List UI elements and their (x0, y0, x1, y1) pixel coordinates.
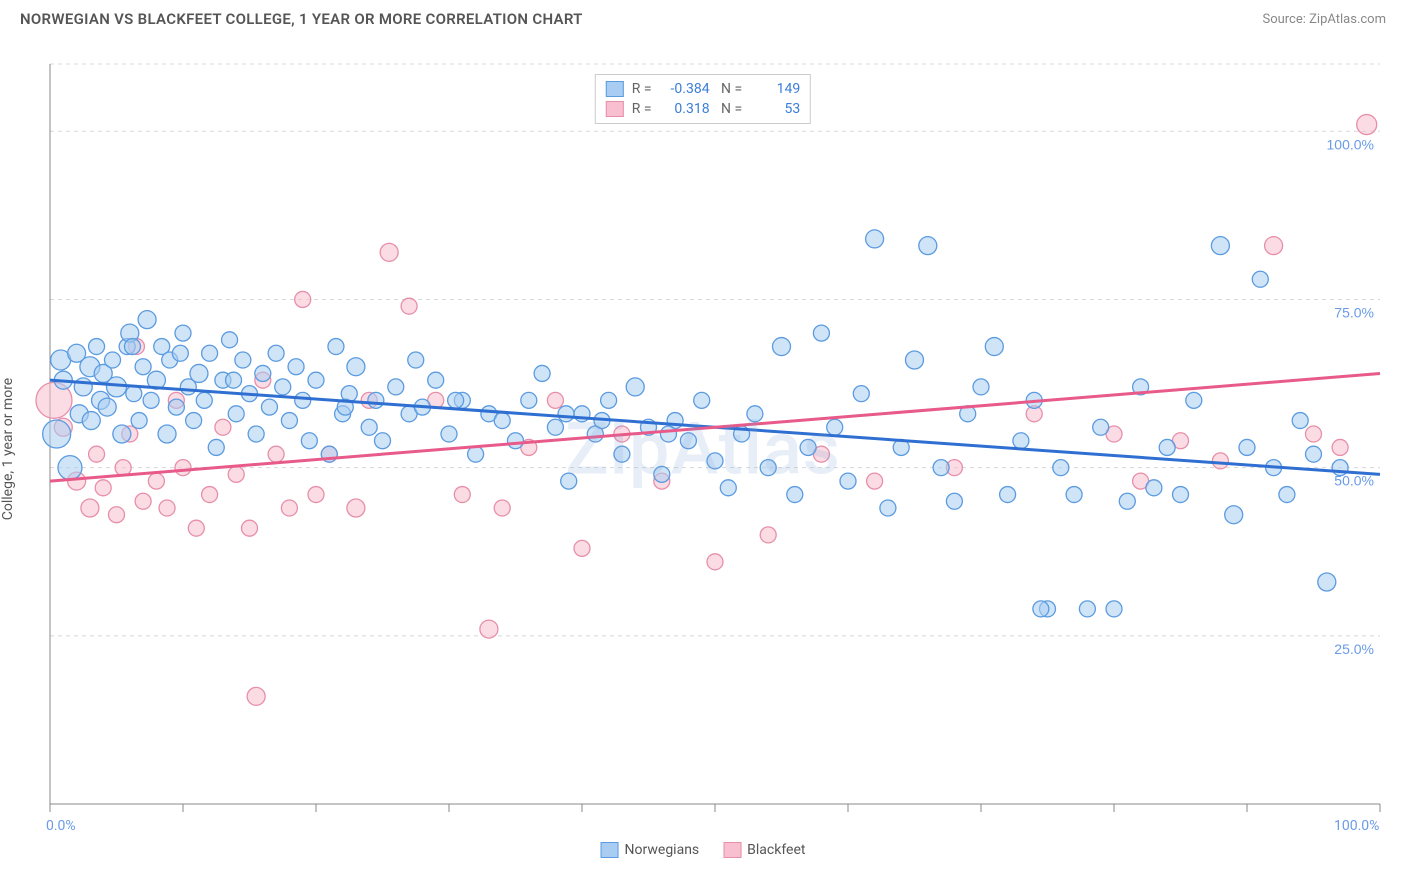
legend-swatch-norwegians (601, 842, 619, 858)
legend-item-blackfeet: Blackfeet (723, 842, 805, 858)
swatch-blackfeet (606, 101, 624, 117)
r-value-norwegians: -0.384 (660, 81, 710, 97)
stats-row-blackfeet: R = 0.318 N = 53 (606, 99, 800, 119)
n-value-norwegians: 149 (750, 81, 800, 97)
source-attribution: Source: ZipAtlas.com (1262, 12, 1386, 27)
chart-title: NORWEGIAN VS BLACKFEET COLLEGE, 1 YEAR O… (20, 10, 583, 28)
n-value-blackfeet: 53 (750, 101, 800, 117)
r-value-blackfeet: 0.318 (660, 101, 710, 117)
chart-header: NORWEGIAN VS BLACKFEET COLLEGE, 1 YEAR O… (0, 0, 1406, 34)
swatch-norwegians (606, 81, 624, 97)
y-axis-label: College, 1 year or more (0, 378, 16, 520)
stats-legend: R = -0.384 N = 149 R = 0.318 N = 53 (595, 74, 811, 124)
series-legend: Norwegians Blackfeet (601, 842, 806, 858)
scatter-plot: 25.0%50.0%75.0%100.0% (0, 34, 1406, 864)
svg-text:100.0%: 100.0% (1327, 136, 1374, 152)
x-axis-max-label: 100.0% (1334, 818, 1379, 834)
x-axis-min-label: 0.0% (46, 818, 76, 834)
legend-item-norwegians: Norwegians (601, 842, 700, 858)
legend-label-blackfeet: Blackfeet (747, 842, 805, 858)
legend-label-norwegians: Norwegians (625, 842, 700, 858)
chart-container: College, 1 year or more 25.0%50.0%75.0%1… (0, 34, 1406, 864)
stats-row-norwegians: R = -0.384 N = 149 (606, 79, 800, 99)
svg-text:75.0%: 75.0% (1334, 304, 1374, 320)
svg-text:25.0%: 25.0% (1334, 641, 1374, 657)
legend-swatch-blackfeet (723, 842, 741, 858)
